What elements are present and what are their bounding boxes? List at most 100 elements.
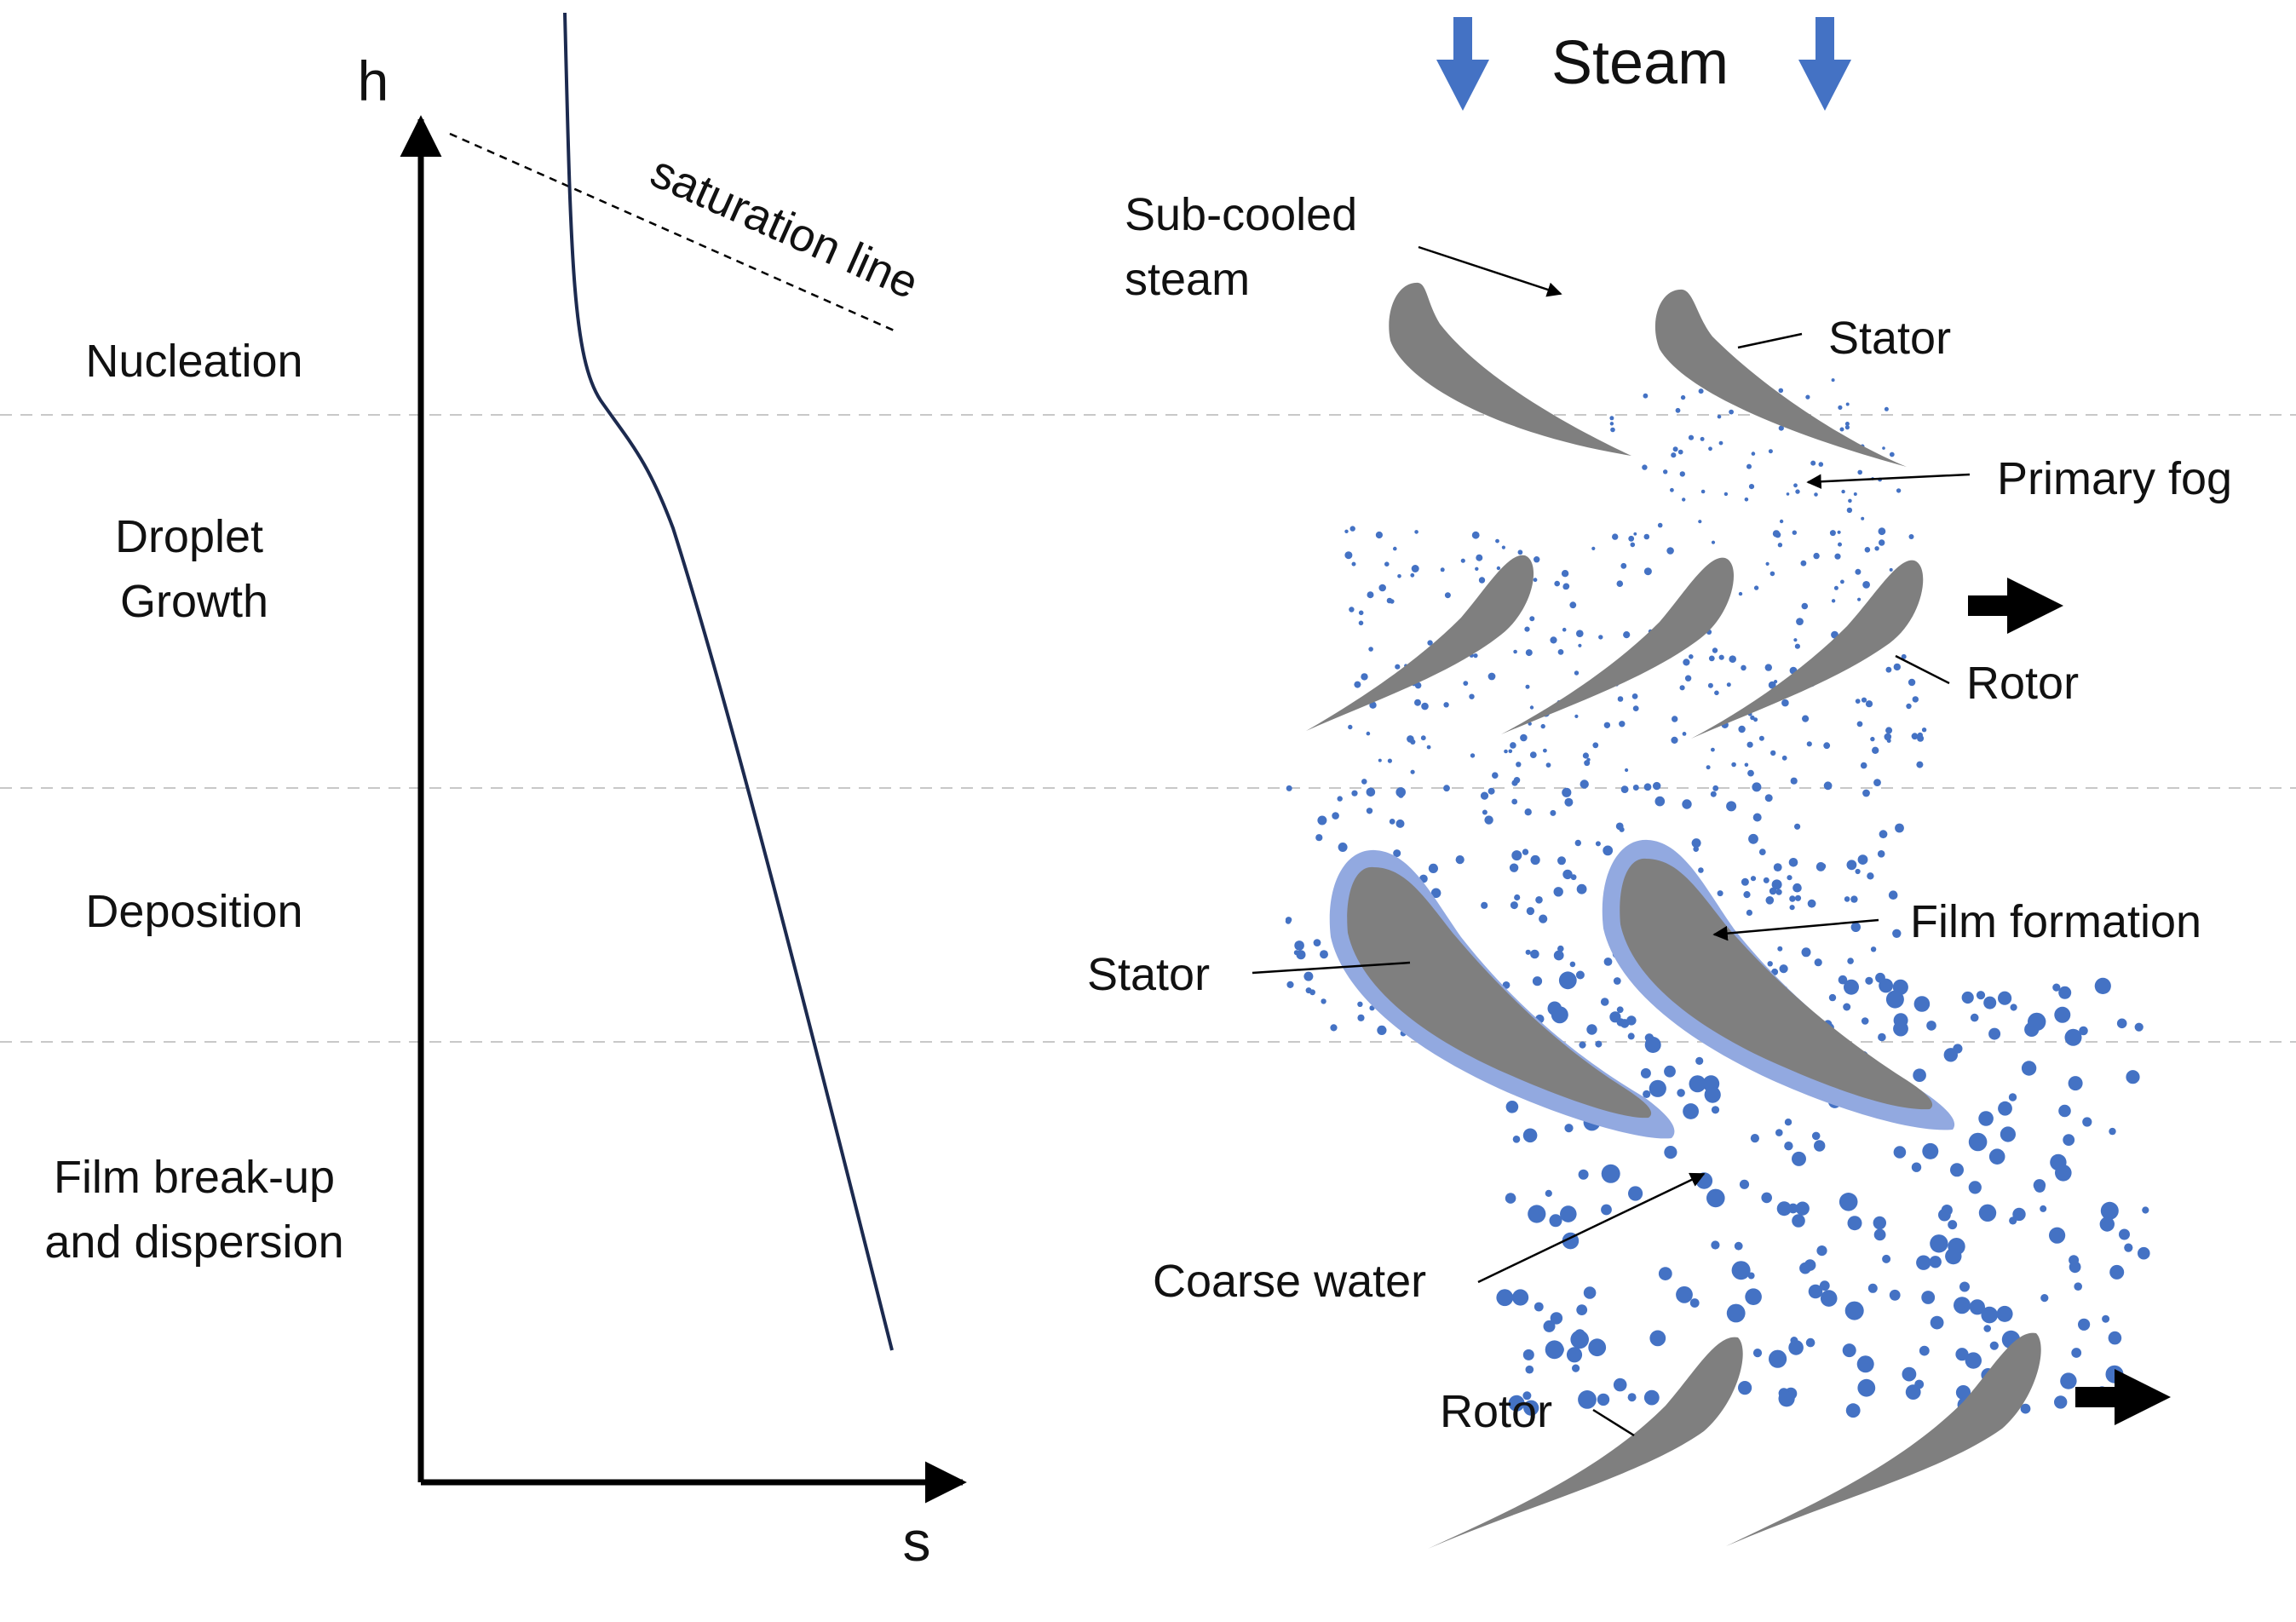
- water-droplet: [2049, 1227, 2066, 1244]
- water-droplet: [1734, 1241, 1743, 1251]
- water-droplet: [1586, 1024, 1597, 1035]
- water-droplet: [1511, 850, 1522, 861]
- water-droplet: [1845, 402, 1850, 406]
- water-droplet: [1529, 616, 1535, 622]
- water-droplet: [1802, 715, 1810, 722]
- water-droplet: [1576, 1304, 1588, 1315]
- water-droplet: [1583, 1286, 1597, 1299]
- water-droplet: [2078, 1318, 2091, 1331]
- water-droplet: [1430, 888, 1441, 899]
- water-droplet: [1512, 1289, 1529, 1306]
- water-droplet: [1885, 666, 1892, 673]
- water-droplet: [1286, 785, 1292, 791]
- water-droplet: [1917, 734, 1925, 742]
- water-droplet: [1395, 787, 1406, 797]
- blade-row-stator-2: [1329, 839, 1955, 1139]
- water-droplet: [1470, 753, 1476, 758]
- water-droplet: [1819, 863, 1827, 870]
- water-droplet: [1524, 626, 1530, 632]
- water-droplet: [1707, 682, 1713, 688]
- water-droplet: [2069, 1261, 2081, 1274]
- water-droplet: [1954, 1297, 1971, 1314]
- water-droplet: [1819, 1280, 1830, 1291]
- water-droplet: [1414, 682, 1422, 689]
- water-droplet: [1700, 436, 1705, 441]
- water-droplet: [1609, 422, 1614, 426]
- water-droplet: [1550, 1312, 1563, 1325]
- water-droplet: [1683, 659, 1690, 666]
- water-droplet: [1983, 996, 1997, 1009]
- water-droplet: [1805, 1337, 1816, 1348]
- water-droplet: [1743, 891, 1751, 899]
- water-droplet: [1779, 519, 1784, 524]
- water-droplet: [2124, 1243, 2133, 1252]
- water-droplet: [1773, 863, 1782, 871]
- water-droplet: [1837, 530, 1841, 534]
- water-droplet: [1516, 762, 1522, 768]
- water-droplet: [1873, 1228, 1886, 1241]
- stator-top-label: Stator: [1828, 313, 1951, 364]
- water-droplet: [1996, 1305, 2013, 1322]
- water-droplet: [2054, 1006, 2071, 1023]
- water-droplet: [1776, 1201, 1792, 1216]
- water-droplet: [1649, 1079, 1666, 1097]
- water-droplet: [1366, 808, 1373, 814]
- water-droplet: [1698, 388, 1704, 394]
- water-droplet: [1492, 772, 1499, 779]
- water-droplet: [1476, 554, 1483, 561]
- water-droplet: [1557, 649, 1564, 655]
- stage-growth-line1: Droplet: [115, 511, 263, 562]
- water-droplet: [1584, 760, 1591, 767]
- water-droplet: [1712, 647, 1718, 653]
- water-droplet: [1767, 961, 1773, 967]
- right-arrow-icon: [1968, 578, 2063, 634]
- stage-breakup-line1: Film break-up: [54, 1152, 335, 1203]
- water-droplet: [1838, 542, 1842, 547]
- water-droplet: [1508, 749, 1513, 754]
- water-droplet: [1387, 758, 1392, 763]
- water-droplet: [1908, 534, 1914, 539]
- water-droplet: [1729, 409, 1734, 415]
- water-droplet: [1532, 976, 1543, 986]
- water-droplet: [1664, 1146, 1677, 1159]
- water-droplet: [1706, 1188, 1725, 1208]
- water-droplet: [1750, 1134, 1759, 1143]
- water-droplet: [1574, 1329, 1585, 1340]
- water-droplet: [1644, 1037, 1661, 1053]
- water-droplet: [1578, 1390, 1597, 1409]
- water-droplet: [1901, 653, 1907, 659]
- steam-header: Steam: [1436, 17, 1851, 111]
- water-droplet: [1505, 1193, 1516, 1204]
- rotor-mid-leader: [1895, 654, 1950, 685]
- water-droplet: [1653, 781, 1661, 791]
- water-droplet: [2028, 1012, 2046, 1032]
- water-droplet: [1781, 755, 1787, 761]
- water-droplet: [1746, 741, 1753, 748]
- water-droplet: [1913, 996, 1931, 1012]
- water-droplet: [1393, 546, 1397, 551]
- water-droplet: [1790, 777, 1798, 785]
- water-droplet: [2138, 1246, 2150, 1260]
- water-droplet: [1775, 889, 1782, 895]
- water-droplet: [1558, 971, 1577, 990]
- water-droplet: [1375, 531, 1383, 539]
- water-droplet: [1421, 702, 1429, 710]
- water-droplet: [1844, 425, 1850, 430]
- rotor-blade: [1726, 1332, 2041, 1546]
- water-droplet: [1744, 762, 1749, 768]
- water-droplet: [1562, 787, 1572, 797]
- water-droplet: [1831, 378, 1835, 382]
- water-droplet: [1525, 649, 1533, 657]
- water-droplet: [1741, 664, 1746, 671]
- water-droplet: [1884, 733, 1892, 741]
- water-droplet: [1845, 1403, 1861, 1418]
- water-droplet: [1488, 787, 1495, 795]
- rotor-bottom-leader: [1592, 1408, 1635, 1437]
- water-droplet: [1603, 958, 1613, 966]
- water-droplet: [1823, 742, 1831, 750]
- water-droplet: [2068, 1076, 2083, 1091]
- water-droplet: [1414, 699, 1421, 706]
- saturation-label: saturation line: [643, 146, 926, 309]
- water-droplet: [1961, 991, 1974, 1004]
- water-droplet: [1508, 1395, 1525, 1412]
